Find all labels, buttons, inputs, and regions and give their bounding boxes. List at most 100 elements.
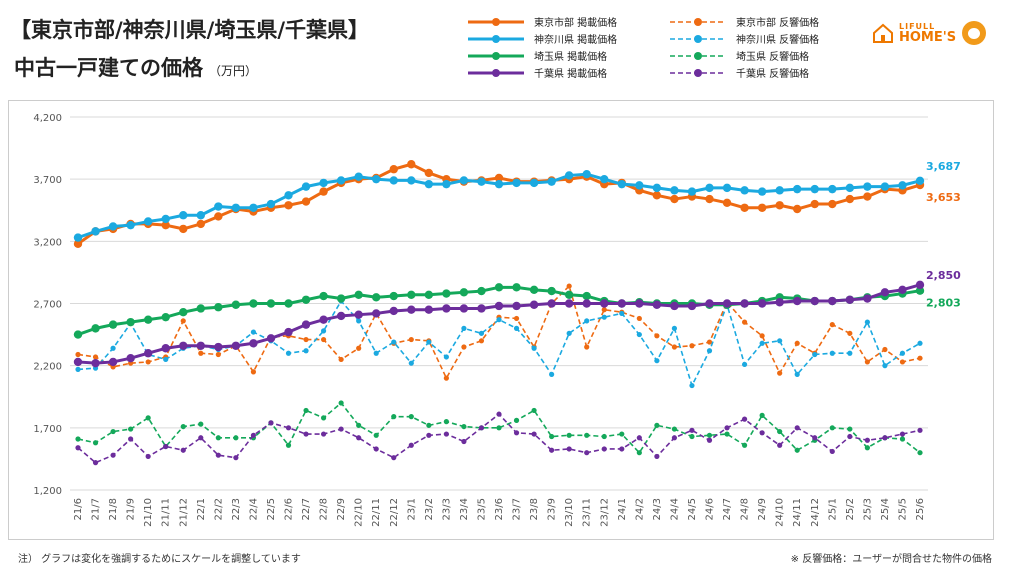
data-point <box>477 304 486 313</box>
data-point <box>759 412 765 418</box>
data-point <box>389 291 398 301</box>
data-point <box>740 203 749 212</box>
chart-title: 【東京市部/神奈川県/埼玉県/千葉県】 <box>10 18 370 42</box>
series <box>73 169 925 242</box>
data-point <box>547 299 556 308</box>
data-point <box>724 425 730 431</box>
x-tick-label: 22/5 <box>266 498 277 520</box>
data-point <box>636 331 642 338</box>
x-tick-label: 22/2 <box>213 498 224 520</box>
legend-marker <box>694 69 702 77</box>
data-point <box>285 425 292 431</box>
data-point <box>775 201 784 210</box>
x-tick-label: 23/7 <box>512 498 523 520</box>
data-point <box>898 285 907 295</box>
data-point <box>354 172 363 181</box>
data-point <box>564 299 574 308</box>
data-point <box>794 340 800 346</box>
data-point <box>777 370 783 376</box>
data-point <box>757 203 767 212</box>
x-tick-label: 24/2 <box>634 498 645 520</box>
data-point <box>513 430 520 436</box>
legend-item: 神奈川県 反響価格 <box>670 33 819 46</box>
legend-marker <box>492 69 500 77</box>
x-tick-label: 25/2 <box>845 498 856 520</box>
end-value-label: 3,653 <box>926 191 961 204</box>
x-tick-label: 23/11 <box>582 498 593 527</box>
data-point <box>566 446 572 452</box>
x-tick-label: 22/6 <box>284 498 295 520</box>
x-tick-label: 21/11 <box>161 498 172 527</box>
data-point <box>757 299 767 308</box>
x-tick-label: 25/6 <box>915 498 926 520</box>
data-point <box>163 443 169 450</box>
data-point <box>529 178 539 188</box>
data-point <box>110 452 116 458</box>
data-point <box>215 435 221 441</box>
data-point <box>794 447 800 453</box>
data-point <box>373 432 379 438</box>
data-point <box>478 425 485 431</box>
data-point <box>214 303 223 312</box>
data-point <box>408 414 414 420</box>
data-point <box>547 286 556 296</box>
data-point <box>108 357 118 367</box>
data-point <box>110 428 116 435</box>
data-point <box>828 296 837 306</box>
data-point <box>461 438 467 445</box>
data-point <box>443 354 449 360</box>
data-point <box>828 199 837 209</box>
data-point <box>231 203 241 212</box>
x-tick-label: 21/9 <box>126 498 137 520</box>
data-point <box>582 169 591 179</box>
data-point <box>512 178 521 188</box>
series-line <box>77 413 921 464</box>
data-point <box>882 435 888 441</box>
data-point <box>759 340 765 346</box>
data-point <box>689 343 695 349</box>
data-point <box>777 338 783 344</box>
data-point <box>336 311 346 321</box>
data-point <box>617 179 626 189</box>
data-point <box>812 351 818 358</box>
data-point <box>408 336 414 343</box>
data-point <box>389 165 398 174</box>
data-point <box>143 315 153 324</box>
data-point <box>617 299 626 308</box>
data-point <box>391 455 397 461</box>
data-point <box>356 435 362 441</box>
data-point <box>829 448 835 455</box>
data-point <box>899 436 906 442</box>
data-point <box>601 307 607 313</box>
data-point <box>249 299 258 308</box>
data-point <box>163 356 169 363</box>
data-point <box>917 450 923 456</box>
data-point <box>303 407 309 414</box>
data-point <box>249 339 258 348</box>
data-point <box>705 194 714 204</box>
data-point <box>513 325 520 331</box>
data-point <box>582 299 591 308</box>
data-point <box>408 360 414 366</box>
data-point <box>847 433 853 440</box>
series <box>73 280 925 368</box>
data-point <box>601 446 607 452</box>
data-point <box>161 214 170 224</box>
legend-item: 東京市部 反響価格 <box>670 16 819 29</box>
data-point <box>73 357 83 367</box>
y-tick-label: 3,700 <box>33 175 62 186</box>
data-point <box>880 182 890 191</box>
data-point <box>652 183 662 193</box>
data-point <box>547 177 556 186</box>
data-point <box>426 432 432 438</box>
data-point <box>724 431 730 437</box>
data-point <box>741 442 748 448</box>
data-point <box>864 437 870 443</box>
x-tick-label: 24/1 <box>617 498 628 520</box>
data-point <box>777 442 783 448</box>
data-point <box>180 423 186 430</box>
data-point <box>549 433 555 440</box>
data-point <box>619 310 625 317</box>
data-point <box>899 431 906 437</box>
